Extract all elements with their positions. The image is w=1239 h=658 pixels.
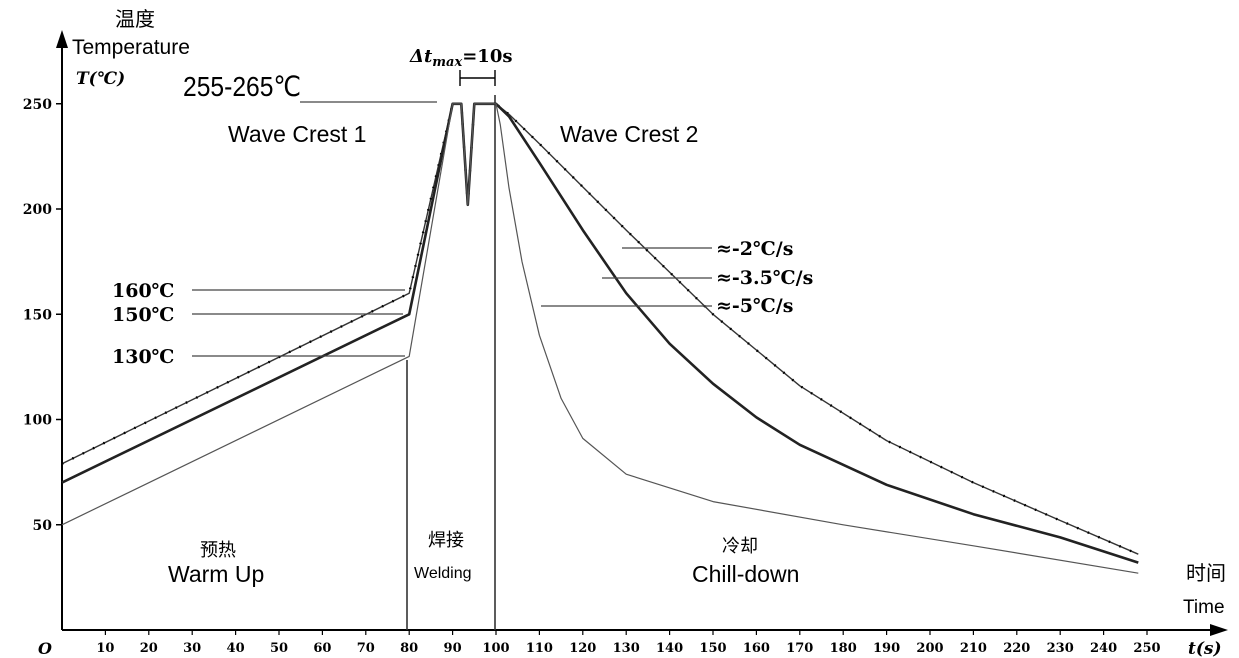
- y-tick-group: 50 100 150 200 250: [23, 97, 62, 534]
- x-tick-label: 120: [569, 641, 596, 656]
- x-tick-label: 80: [400, 641, 418, 656]
- series-line: [61, 103, 1139, 574]
- x-tick-label: 190: [873, 641, 900, 656]
- x-tick-label: 50: [270, 641, 288, 656]
- x-tick-label: 150: [699, 641, 726, 656]
- phase-weld-en: Welding: [414, 565, 472, 582]
- x-tick-label: 130: [613, 641, 640, 656]
- series-group: [61, 102, 1139, 574]
- x-tick-label: 20: [140, 641, 158, 656]
- x-tick-label: 10: [96, 641, 114, 656]
- x-tick-label: 250: [1133, 641, 1160, 656]
- series-dot-markers: [61, 102, 1139, 556]
- y-tick-label: 100: [23, 413, 52, 429]
- wave-crest-1-label: Wave Crest 1: [228, 121, 366, 147]
- series-line: [61, 103, 1139, 555]
- x-tick-label: 180: [830, 641, 857, 656]
- x-tick-group: 10 20 30 40 50 60 70 80 90 100 110 120 130 140 150 160 1…: [96, 630, 1161, 656]
- y-axis-label-cn: 温度: [115, 8, 155, 31]
- phase-warm-cn: 预热: [200, 540, 236, 560]
- x-tick-label: 100: [482, 641, 509, 656]
- y-tick-label: 50: [33, 518, 53, 534]
- y-tick-label: 150: [23, 307, 52, 323]
- phase-chill-en: Chill-down: [692, 561, 799, 587]
- x-tick-label: 210: [960, 641, 987, 656]
- y-tick-label: 200: [23, 202, 52, 218]
- origin-label: O: [38, 639, 52, 658]
- x-tick-label: 170: [786, 641, 813, 656]
- x-tick-label: 110: [526, 641, 553, 656]
- legend-label-2: ≈-2℃/s: [716, 238, 793, 260]
- callout-130: 130℃: [112, 346, 174, 368]
- x-tick-label: 90: [444, 641, 462, 656]
- callout-160: 160℃: [112, 280, 174, 302]
- delta-t-label: Δtmax=10s: [409, 46, 512, 70]
- x-axis-arrow: [1210, 624, 1228, 636]
- x-tick-label: 240: [1090, 641, 1117, 656]
- x-tick-label: 30: [183, 641, 201, 656]
- peak-range-label: 255-265℃: [183, 71, 301, 103]
- y-tick-label: 250: [23, 97, 52, 113]
- x-axis-label-en: Time: [1183, 597, 1225, 618]
- x-tick-label: 230: [1047, 641, 1074, 656]
- x-tick-label: 70: [357, 641, 375, 656]
- phase-chill-cn: 冷却: [722, 536, 758, 556]
- callout-150: 150℃: [112, 304, 174, 326]
- x-tick-label: 40: [227, 641, 245, 656]
- x-axis-label-symbol: t(s): [1188, 639, 1222, 658]
- x-tick-label: 220: [1003, 641, 1030, 656]
- x-tick-label: 60: [313, 641, 331, 656]
- y-axis-label-symbol: T(℃): [76, 69, 125, 89]
- x-tick-label: 140: [656, 641, 683, 656]
- x-tick-label: 160: [743, 641, 770, 656]
- legend-label-35: ≈-3.5℃/s: [716, 267, 813, 289]
- phase-weld-cn: 焊接: [428, 530, 464, 550]
- phase-warm-en: Warm Up: [168, 561, 264, 587]
- y-axis-arrow: [56, 30, 68, 48]
- y-axis-label-en: Temperature: [72, 36, 190, 59]
- x-axis-label-cn: 时间: [1186, 562, 1226, 585]
- wave-crest-2-label: Wave Crest 2: [560, 121, 698, 147]
- series-line: [61, 102, 1139, 564]
- x-tick-label: 200: [916, 641, 943, 656]
- legend-label-5: ≈-5℃/s: [716, 295, 793, 317]
